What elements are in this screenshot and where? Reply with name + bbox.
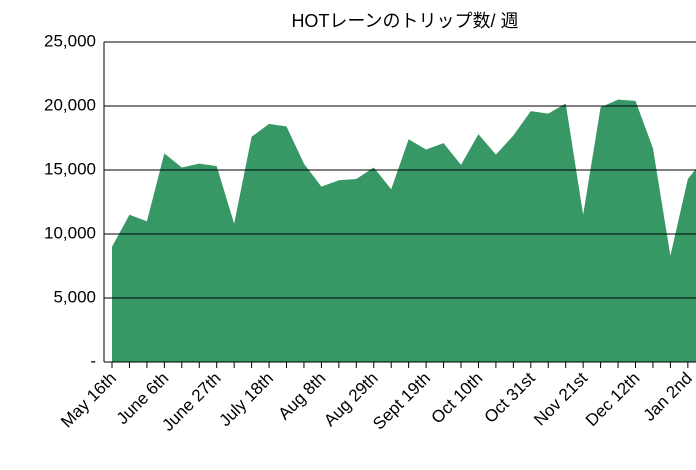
y-tick-label: 25,000 [44, 31, 96, 50]
y-tick-label: - [90, 351, 96, 370]
x-tick-label: Dec 12th [582, 369, 644, 431]
x-tick-label: May 16th [57, 369, 120, 432]
x-tick-label: Jan 2nd [640, 369, 696, 425]
y-tick-label: 10,000 [44, 223, 96, 242]
x-tick-label: Oct 10th [428, 369, 487, 428]
x-tick-label: Oct 31st [481, 368, 539, 426]
x-tick-label: July 18th [215, 369, 277, 431]
chart-title: HOTレーンのトリップ数/ 週 [291, 11, 518, 31]
y-tick-label: 15,000 [44, 159, 96, 178]
area [112, 99, 696, 362]
x-tick-label: Nov 21st [530, 368, 591, 429]
y-tick-label: 20,000 [44, 95, 96, 114]
y-tick-label: 5,000 [53, 287, 96, 306]
x-tick-label: Sept 19th [369, 369, 434, 434]
